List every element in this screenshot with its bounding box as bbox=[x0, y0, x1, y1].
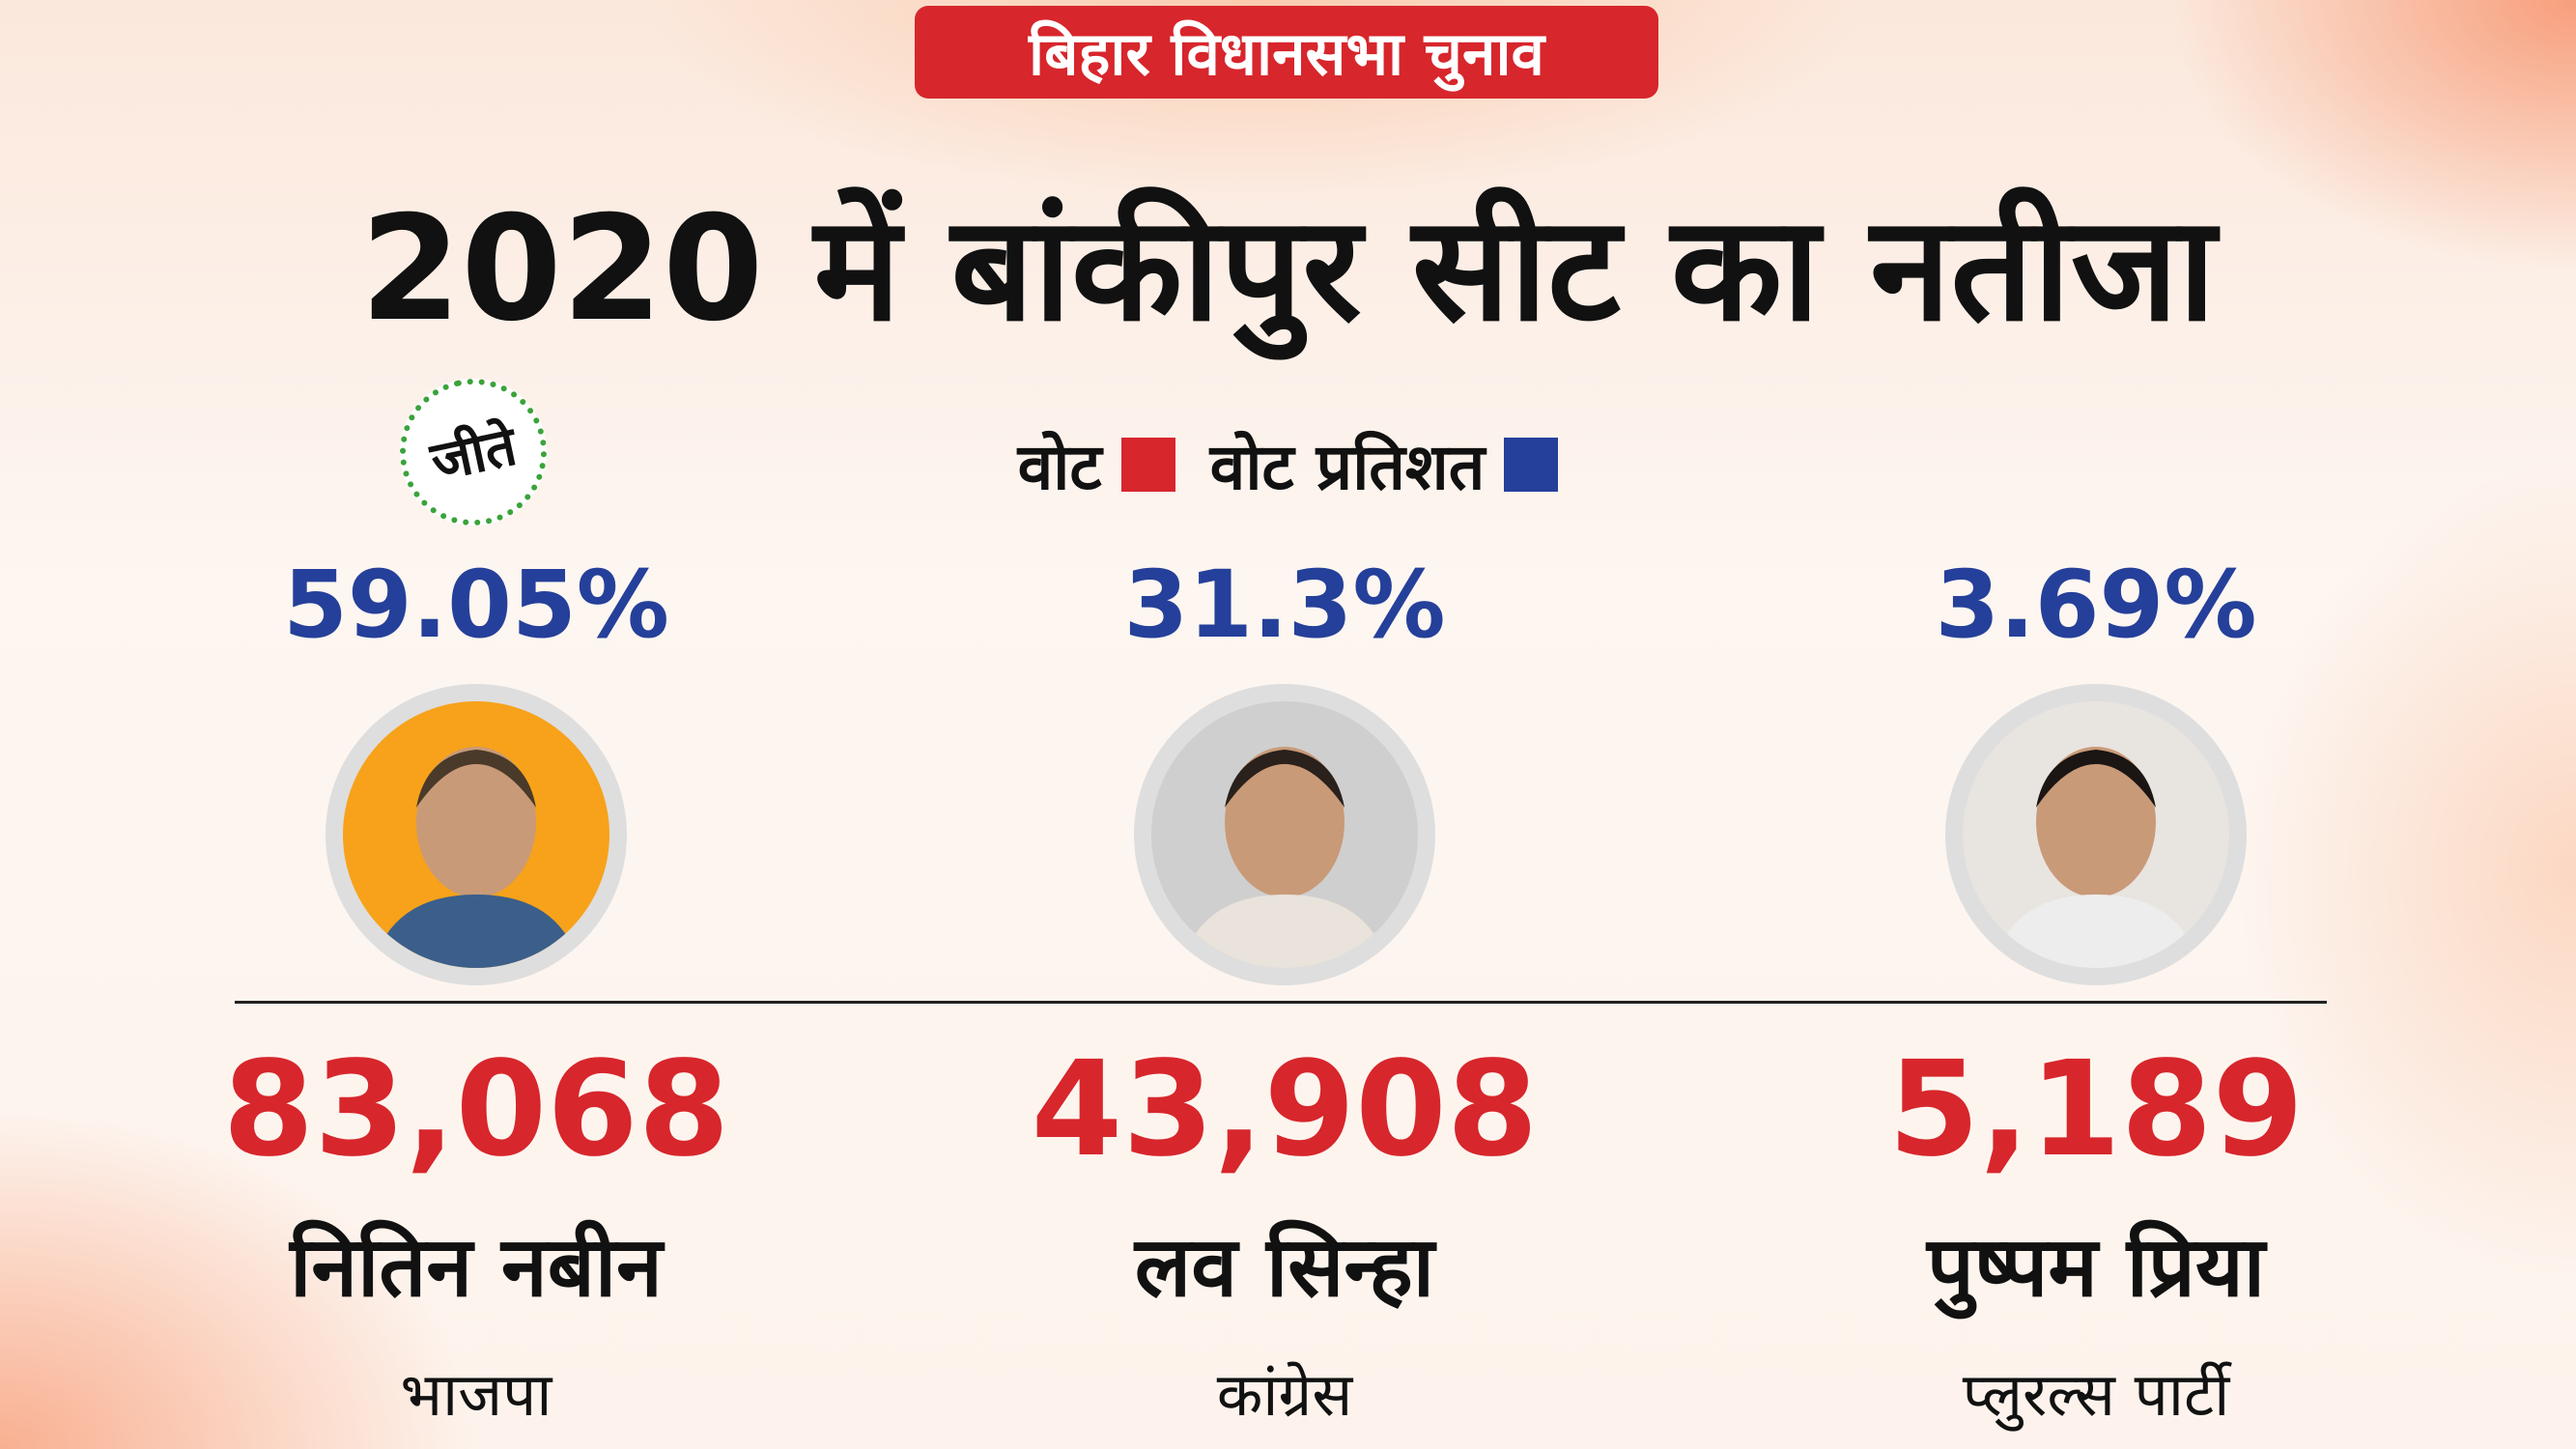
legend-label: वोट प्रतिशत bbox=[1209, 430, 1486, 504]
candidate-name: लव सिन्हा bbox=[1134, 1219, 1435, 1316]
portrait bbox=[1134, 684, 1435, 985]
candidate-name: पुष्पम प्रिया bbox=[1926, 1219, 2266, 1316]
vote-count: 83,068 bbox=[222, 1034, 730, 1186]
hair bbox=[1225, 750, 1345, 808]
legend-item: वोट bbox=[1018, 421, 1175, 508]
legend-swatch bbox=[1504, 438, 1559, 492]
winner-badge: जीते bbox=[385, 364, 561, 540]
party-name: प्लुरल्स पार्टी bbox=[1962, 1359, 2230, 1430]
vote-percent: 3.69% bbox=[1935, 551, 2257, 659]
party-name: भाजपा bbox=[400, 1359, 552, 1430]
header-badge: बिहार विधानसभा चुनाव bbox=[915, 6, 1658, 99]
vote-count: 43,908 bbox=[1031, 1034, 1539, 1186]
portrait-photo bbox=[1151, 701, 1418, 968]
face bbox=[1225, 747, 1345, 897]
candidate-name: नितिन नबीन bbox=[290, 1219, 663, 1316]
portrait bbox=[326, 684, 627, 985]
hair bbox=[416, 750, 536, 808]
title: 2020 में बांकीपुर सीट का नतीजा bbox=[359, 185, 2217, 354]
divider bbox=[235, 1001, 2327, 1004]
portrait-photo bbox=[343, 701, 609, 968]
legend-item: वोट प्रतिशत bbox=[1210, 421, 1559, 508]
shoulders bbox=[1992, 895, 2200, 968]
portrait-photo bbox=[1963, 701, 2229, 968]
shoulders bbox=[1180, 895, 1389, 968]
portrait-art bbox=[1963, 701, 2229, 968]
vote-count: 5,189 bbox=[1887, 1034, 2305, 1186]
face bbox=[416, 747, 536, 897]
portrait-art bbox=[1151, 701, 1418, 968]
legend-label: वोट bbox=[1017, 430, 1102, 504]
face bbox=[2036, 747, 2156, 897]
party-name: कांग्रेस bbox=[1216, 1359, 1353, 1430]
vote-percent: 31.3% bbox=[1123, 551, 1446, 659]
vote-percent: 59.05% bbox=[283, 551, 669, 659]
hair bbox=[2036, 750, 2156, 808]
portrait-art bbox=[343, 701, 609, 968]
legend-swatch bbox=[1120, 438, 1175, 492]
shoulders bbox=[372, 895, 580, 968]
portrait bbox=[1945, 684, 2247, 985]
legend: वोट वोट प्रतिशत bbox=[0, 421, 2576, 508]
